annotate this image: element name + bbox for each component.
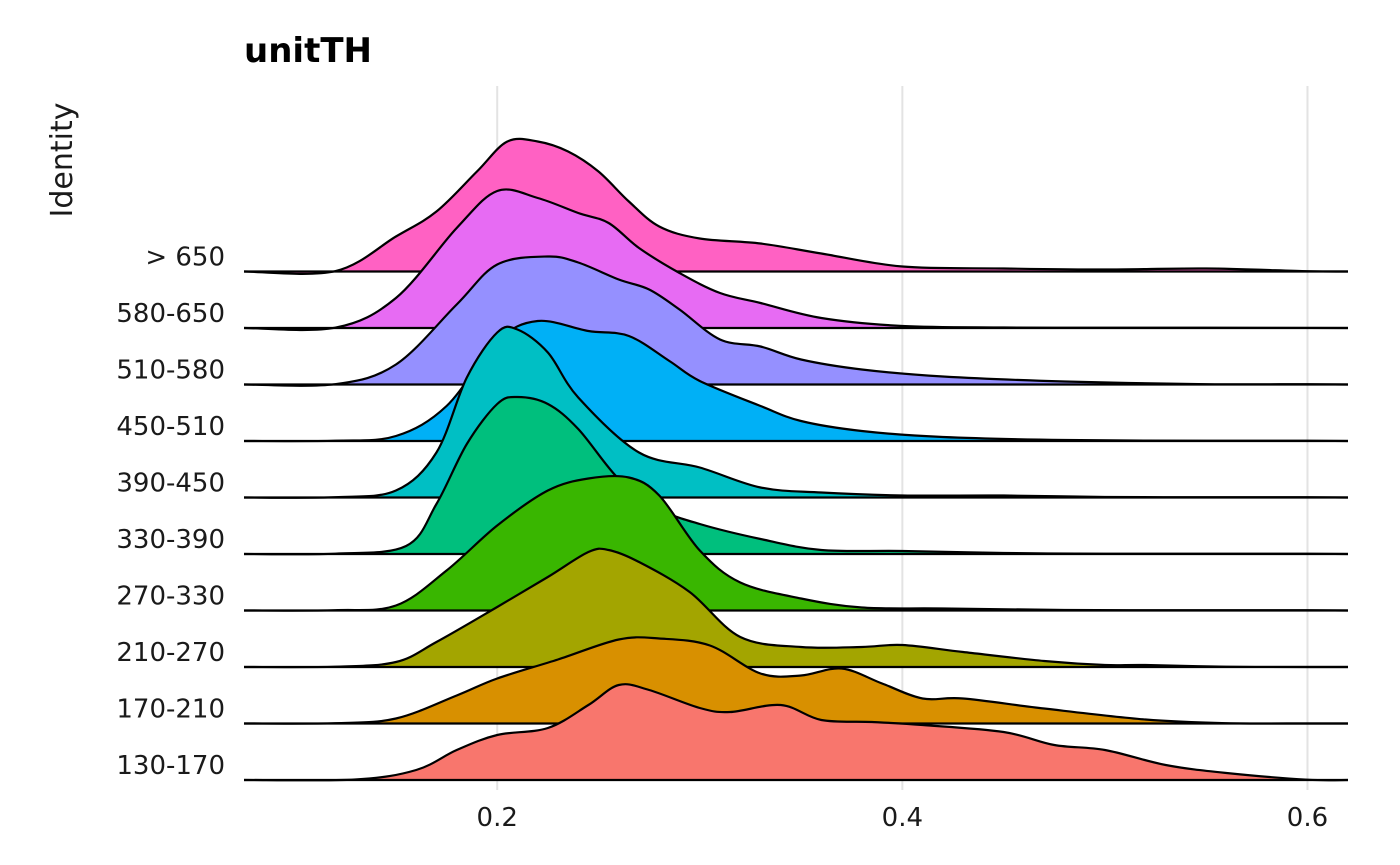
y-tick-label: > 650 [145,243,225,273]
x-tick-label: 0.2 [477,803,518,833]
x-tick-labels: 0.2 0.4 0.6 [477,803,1329,833]
y-tick-label: 580-650 [116,299,225,329]
ridge-outline [243,683,1349,782]
ridge-fill [244,637,1348,724]
ridge-> 650 [243,137,1349,275]
y-tick-label: 450-510 [116,412,225,442]
ridge-outline [243,547,1349,669]
y-tick-label: 210-270 [116,638,225,668]
y-tick-label: 510-580 [116,356,225,386]
x-tick-label: 0.6 [1287,803,1328,833]
y-tick-label: 130-170 [116,751,225,781]
y-tick-label: 270-330 [116,582,225,612]
ridge-outline [243,255,1349,387]
ridge-270-330 [243,474,1349,612]
ridges [243,137,1349,782]
ridge-outline [243,636,1349,725]
chart-title: unitTH [244,31,372,71]
x-tick-label: 0.4 [882,803,923,833]
ridge-130-170 [243,683,1349,782]
ridge-fill [244,684,1348,781]
y-axis-label: Identity [45,103,80,218]
ridge-210-270 [243,547,1349,669]
y-tick-label: 330-390 [116,525,225,555]
y-tick-label: 170-210 [116,695,225,725]
ridge-fill [244,548,1348,668]
y-tick-labels: > 650 580-650 510-580 450-510 390-450 330-390… [116,243,225,782]
ridge-outline [243,137,1349,275]
y-tick-label: 390-450 [116,469,225,499]
ridge-fill [244,138,1348,274]
ridge-fill [244,476,1348,611]
